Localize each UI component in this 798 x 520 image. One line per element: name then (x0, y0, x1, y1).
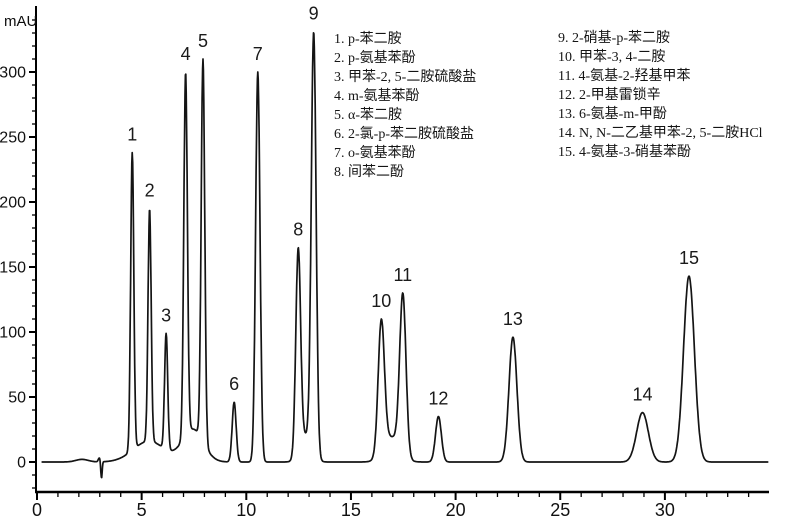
peak-label-11: 11 (394, 265, 413, 285)
peak-label-6: 6 (229, 374, 239, 394)
y-tick-label-200: 200 (0, 195, 26, 212)
peak-label-14: 14 (632, 385, 652, 405)
peak-label-10: 10 (371, 291, 391, 311)
y-tick-label-0: 0 (17, 455, 26, 472)
legend-item: 13. 6-氨基-m-甲酚 (558, 107, 667, 122)
legend-item: 6. 2-氯-p-苯二胺硫酸盐 (334, 127, 474, 142)
peak-label-15: 15 (679, 248, 699, 268)
y-axis-unit-label: mAU (4, 13, 38, 30)
peak-label-2: 2 (145, 181, 155, 201)
peak-label-3: 3 (161, 305, 171, 325)
peak-label-8: 8 (293, 220, 303, 240)
legend-column-1: 1. p-苯二胺 2. p-氨基苯酚 3. 甲苯-2, 5-二胺硫酸盐 4. m-氨基… (334, 30, 476, 182)
x-tick-label-0: 0 (32, 500, 42, 520)
legend-item: 1. p-苯二胺 (334, 32, 402, 47)
legend-item: 14. N, N-二乙基甲苯-2, 5-二胺HCl (558, 126, 763, 141)
peak-label-7: 7 (253, 44, 263, 64)
legend-item: 10. 甲苯-3, 4-二胺 (558, 50, 666, 65)
x-tick-label-30: 30 (655, 500, 675, 520)
x-tick-label-10: 10 (236, 500, 256, 520)
legend-item: 5. α-苯二胺 (334, 108, 402, 123)
x-tick-label-15: 15 (341, 500, 361, 520)
legend-item: 7. o-氨基苯酚 (334, 146, 416, 161)
legend-item: 11. 4-氨基-2-羟基甲苯 (558, 69, 691, 84)
peak-label-4: 4 (181, 44, 191, 64)
legend-item: 9. 2-硝基-p-苯二胺 (558, 31, 670, 46)
chromatogram-trace (41, 31, 769, 479)
legend-item: 15. 4-氨基-3-硝基苯酚 (558, 145, 691, 160)
peak-label-1: 1 (127, 125, 137, 145)
peak-label-12: 12 (428, 389, 448, 409)
legend-item: 4. m-氨基苯酚 (334, 89, 420, 104)
x-tick-label-5: 5 (137, 500, 147, 520)
peak-label-5: 5 (198, 31, 208, 51)
y-tick-label-50: 50 (8, 390, 26, 407)
peak-label-9: 9 (309, 4, 319, 24)
legend-item: 3. 甲苯-2, 5-二胺硫酸盐 (334, 70, 477, 85)
y-tick-label-300: 300 (0, 65, 26, 82)
y-tick-label-150: 150 (0, 260, 26, 277)
x-tick-label-25: 25 (550, 500, 570, 520)
legend-item: 12. 2-甲基雷锁辛 (558, 88, 661, 103)
legend-column-2: 9. 2-硝基-p-苯二胺 10. 甲苯-3, 4-二胺 11. 4-氨基-2-羟基… (558, 29, 763, 162)
x-tick-label-20: 20 (446, 500, 466, 520)
legend-item: 8. 间苯二酚 (334, 165, 404, 180)
y-tick-label-100: 100 (0, 325, 26, 342)
peak-label-13: 13 (503, 309, 523, 329)
legend-item: 2. p-氨基苯酚 (334, 51, 416, 66)
y-tick-label-250: 250 (0, 130, 26, 147)
